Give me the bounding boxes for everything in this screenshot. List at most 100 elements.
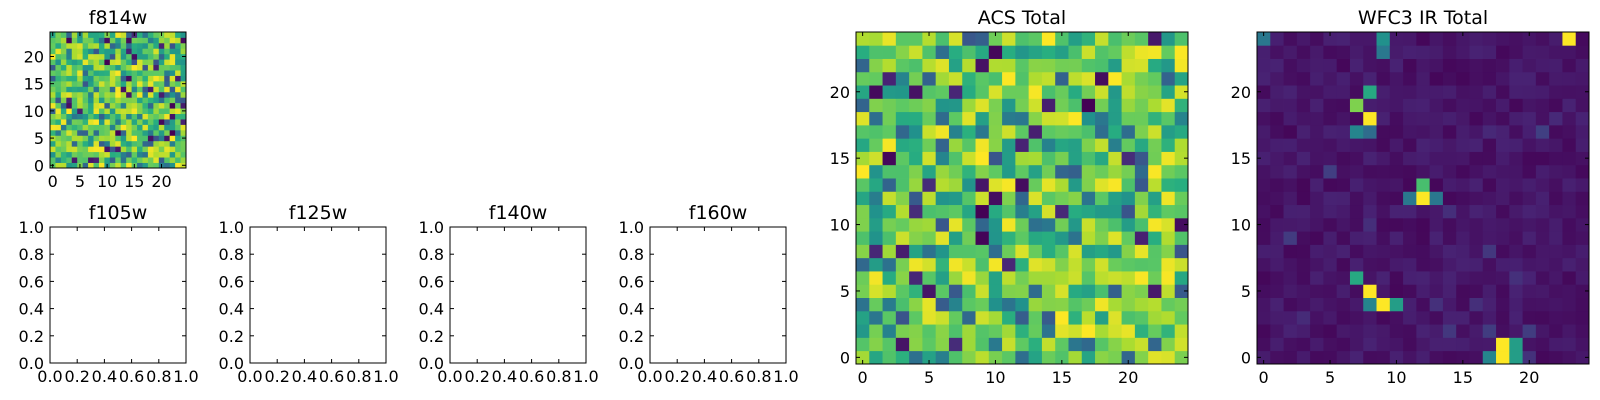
heatmap-cell	[1081, 284, 1096, 298]
heatmap-cell	[869, 257, 883, 272]
heatmap-cell	[1283, 138, 1298, 152]
heatmap-cell	[1562, 45, 1577, 59]
heatmap-cell	[1482, 310, 1497, 325]
heatmap-cell	[88, 146, 94, 153]
heatmap-cell	[1068, 350, 1083, 365]
heatmap-cell	[1522, 350, 1537, 365]
heatmap-cell	[1549, 271, 1563, 285]
heatmap-cell	[169, 86, 176, 93]
heatmap-cell	[1296, 271, 1311, 285]
heatmap-cell	[1363, 45, 1377, 59]
heatmap-cell	[115, 70, 122, 76]
heatmap-cell	[1257, 111, 1271, 126]
heatmap-cell	[1121, 85, 1136, 99]
heatmap-cell	[1055, 71, 1069, 86]
heatmap-cell	[66, 157, 73, 163]
heatmap-cell	[1469, 151, 1484, 166]
heatmap-cell	[1257, 257, 1271, 272]
heatmap-cell	[1257, 191, 1271, 206]
heatmap-cell	[164, 146, 171, 153]
heatmap-cell	[1482, 98, 1497, 113]
heatmap-cell	[153, 119, 160, 125]
heatmap-cell	[1296, 164, 1311, 179]
heatmap-cell	[882, 111, 897, 126]
heatmap-cell	[1002, 191, 1016, 206]
heatmap-cell	[856, 45, 870, 59]
heatmap-cell	[50, 119, 56, 125]
heatmap-cell	[1429, 85, 1444, 99]
heatmap-cell	[988, 297, 1003, 312]
heatmap-cell	[895, 257, 910, 272]
heatmap-cell	[1456, 284, 1470, 298]
heatmap-cell	[1535, 244, 1550, 259]
heatmap-cell	[66, 64, 73, 71]
heatmap-cell	[1283, 244, 1298, 259]
heatmap-cell	[93, 59, 100, 66]
heatmap-cell	[158, 42, 165, 49]
heatmap-cell	[922, 32, 937, 46]
heatmap-cell	[1456, 244, 1470, 259]
y-tick-label: 0.6	[419, 272, 444, 291]
heatmap-cell	[126, 146, 132, 153]
heatmap-cell	[1389, 297, 1404, 312]
heatmap-cell	[1068, 310, 1083, 325]
heatmap-cell	[935, 271, 950, 285]
heatmap-cell	[935, 310, 950, 325]
heatmap-cell	[1041, 58, 1056, 73]
heatmap-cell	[1429, 71, 1444, 86]
heatmap-cell	[137, 75, 143, 82]
heatmap-cell	[1535, 85, 1550, 99]
heatmap-cell	[922, 71, 937, 86]
heatmap-cell	[55, 70, 62, 76]
heatmap-cell	[1416, 32, 1431, 46]
heatmap-cell	[120, 64, 127, 71]
heatmap-cell	[1310, 310, 1324, 325]
x-tick-label: 10	[1386, 368, 1406, 387]
heatmap-cell	[77, 140, 84, 147]
heatmap-cell	[922, 257, 937, 272]
heatmap-cell	[1389, 231, 1404, 245]
heatmap-cell	[1081, 191, 1096, 206]
heatmap-cell	[169, 146, 176, 153]
heatmap-cell	[1081, 178, 1096, 192]
heatmap-cell	[1041, 151, 1056, 166]
heatmap-cell	[169, 108, 176, 114]
heatmap-cell	[1270, 297, 1284, 312]
heatmap-cell	[82, 53, 89, 60]
heatmap-cell	[77, 70, 84, 76]
heatmap-cell	[1549, 85, 1563, 99]
heatmap-cell	[1416, 257, 1431, 272]
y-tick-label: 20	[24, 47, 44, 66]
heatmap-cell	[1429, 284, 1444, 298]
heatmap-cell	[1363, 350, 1377, 365]
heatmap-cell	[115, 64, 122, 71]
heatmap-cell	[1389, 310, 1404, 325]
heatmap-cell	[895, 217, 910, 232]
heatmap-cell	[60, 70, 67, 76]
heatmap-cell	[175, 80, 181, 87]
heatmap-cell	[1403, 204, 1417, 219]
heatmap-cell	[935, 324, 950, 338]
heatmap-cell	[948, 204, 963, 219]
heatmap-cell	[1028, 204, 1043, 219]
heatmap-cell	[882, 191, 897, 206]
x-tick-label: 0.0	[437, 367, 462, 386]
heatmap-cell	[1522, 337, 1537, 352]
heatmap-cell	[131, 157, 138, 163]
heatmap-cell	[1469, 231, 1484, 245]
heatmap-cell	[1496, 324, 1510, 338]
heatmap-cell	[935, 124, 950, 139]
heatmap-cell	[82, 75, 89, 82]
heatmap-cell	[1068, 58, 1083, 73]
heatmap-cell	[1283, 204, 1298, 219]
heatmap-cell	[153, 80, 160, 87]
heatmap-cell	[1469, 257, 1484, 272]
heatmap-cell	[856, 71, 870, 86]
heatmap-cell	[126, 48, 132, 55]
heatmap-cell	[1522, 204, 1537, 219]
heatmap-cell	[1522, 58, 1537, 73]
heatmap-cell	[50, 151, 56, 158]
heatmap-cell	[1389, 138, 1404, 152]
y-tick-label: 0	[840, 348, 850, 367]
heatmap-cell	[137, 97, 143, 104]
